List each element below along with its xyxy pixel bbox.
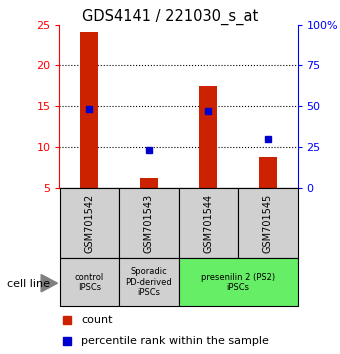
FancyBboxPatch shape <box>178 188 238 258</box>
Text: percentile rank within the sample: percentile rank within the sample <box>81 336 269 346</box>
Text: presenilin 2 (PS2)
iPSCs: presenilin 2 (PS2) iPSCs <box>201 273 275 292</box>
Bar <box>199 86 217 188</box>
FancyBboxPatch shape <box>119 258 178 306</box>
Text: Sporadic
PD-derived
iPSCs: Sporadic PD-derived iPSCs <box>125 267 172 297</box>
Polygon shape <box>41 275 57 292</box>
Text: count: count <box>81 315 113 325</box>
Text: cell line: cell line <box>7 279 50 289</box>
Text: GSM701544: GSM701544 <box>203 193 213 253</box>
Text: GSM701543: GSM701543 <box>144 193 154 253</box>
Bar <box>259 157 277 188</box>
Text: GDS4141 / 221030_s_at: GDS4141 / 221030_s_at <box>82 9 258 25</box>
FancyBboxPatch shape <box>238 188 298 258</box>
FancyBboxPatch shape <box>178 258 298 306</box>
FancyBboxPatch shape <box>59 188 119 258</box>
Text: GSM701545: GSM701545 <box>263 193 273 253</box>
FancyBboxPatch shape <box>119 188 178 258</box>
FancyBboxPatch shape <box>59 258 119 306</box>
Text: GSM701542: GSM701542 <box>84 193 94 253</box>
Bar <box>140 178 158 188</box>
Text: control
IPSCs: control IPSCs <box>74 273 104 292</box>
Bar <box>80 32 98 188</box>
